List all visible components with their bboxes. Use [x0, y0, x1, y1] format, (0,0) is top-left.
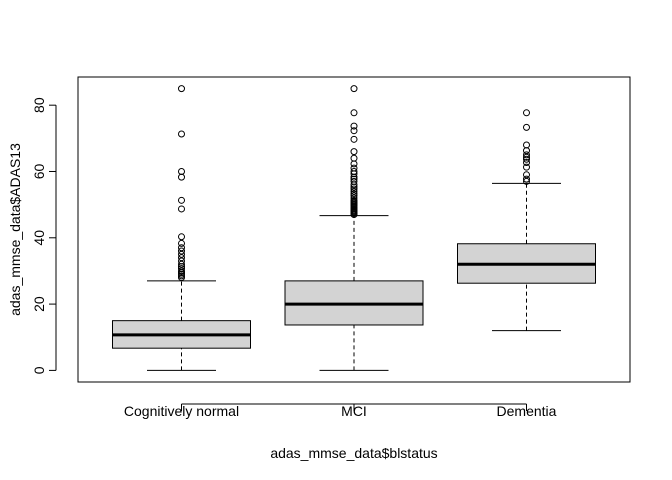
outlier-point	[178, 233, 185, 241]
outlier-point	[350, 135, 358, 143]
outlier-point	[350, 127, 358, 135]
outlier-point	[350, 85, 358, 93]
outlier-point	[178, 257, 185, 265]
y-tick-label: 60	[31, 163, 47, 179]
outlier-point	[350, 167, 358, 175]
outlier-point	[523, 109, 530, 117]
outlier-point	[350, 154, 358, 162]
outlier-point	[178, 85, 185, 93]
x-tick-label: MCI	[341, 403, 367, 419]
outlier-point	[523, 155, 530, 163]
outlier-point	[178, 130, 185, 138]
plot-frame	[77, 76, 631, 383]
outlier-point	[523, 123, 530, 131]
outlier-point	[178, 173, 185, 181]
outlier-point	[350, 164, 358, 172]
outlier-point	[178, 247, 185, 255]
y-axis: 0 20 40 60 80	[31, 97, 57, 374]
x-axis-title: adas_mmse_data$blstatus	[270, 445, 437, 461]
outlier-point	[178, 267, 185, 275]
outlier-point	[350, 148, 358, 156]
x-tick-label: Dementia	[497, 403, 557, 419]
outlier-point	[178, 254, 185, 262]
outlier-point	[350, 160, 358, 168]
outlier-point	[523, 177, 530, 185]
outlier-point	[523, 147, 530, 155]
y-tick-label: 40	[31, 230, 47, 246]
outlier-point	[178, 167, 185, 175]
outlier-point	[178, 239, 185, 247]
outlier-point	[523, 163, 530, 171]
outlier-point	[350, 122, 358, 130]
outlier-point	[350, 192, 358, 200]
outlier-point	[350, 187, 358, 195]
outlier-point	[178, 244, 185, 252]
outlier-point	[523, 151, 530, 159]
outlier-point	[350, 185, 358, 193]
x-tick-label: Cognitively normal	[124, 403, 239, 419]
y-tick-label: 80	[31, 97, 47, 113]
outlier-point	[523, 171, 530, 179]
y-axis-title: adas_mmse_data$ADAS13	[7, 143, 23, 316]
outlier-point	[523, 159, 530, 167]
outlier-point	[178, 196, 185, 204]
outlier-point	[178, 265, 185, 273]
box-mci	[284, 85, 424, 371]
outlier-point	[178, 250, 185, 258]
box-cognitively-normal	[112, 85, 251, 371]
outlier-point	[523, 141, 530, 149]
outlier-point	[350, 109, 358, 117]
outlier-point	[350, 190, 358, 198]
outlier-point	[350, 175, 358, 183]
outlier-point	[350, 196, 358, 204]
outlier-point	[523, 175, 530, 183]
box-dementia	[457, 109, 596, 332]
outlier-point	[178, 260, 185, 268]
outlier-point	[350, 194, 358, 202]
y-tick-label: 20	[31, 296, 47, 312]
outlier-point	[523, 153, 530, 161]
x-axis: Cognitively normal MCI Dementia	[124, 403, 557, 419]
outlier-point	[350, 177, 358, 185]
box-group	[112, 85, 596, 371]
y-tick-label: 0	[31, 366, 47, 374]
outlier-point	[178, 205, 185, 213]
